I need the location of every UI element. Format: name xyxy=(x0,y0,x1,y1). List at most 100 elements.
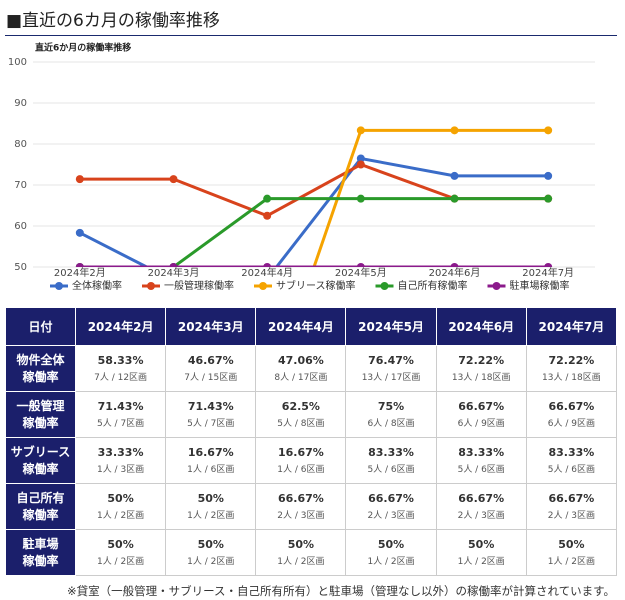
row-label: 物件全体 稼働率 xyxy=(5,345,76,392)
row-label-line: 一般管理 xyxy=(16,398,65,413)
detail: 5人 / 8区画 xyxy=(277,419,325,429)
row-label-line: 自己所有 xyxy=(16,490,65,505)
plot-area xyxy=(75,126,553,267)
table-cell: 50% 1人 / 2区画 xyxy=(165,483,257,530)
data-point xyxy=(356,126,365,135)
table-cell: 47.06% 8人 / 17区画 xyxy=(255,345,347,392)
detail: 5人 / 6区画 xyxy=(457,465,505,475)
table-cell: 83.33% 5人 / 6区画 xyxy=(345,437,437,484)
table-cell: 50% 1人 / 2区画 xyxy=(165,529,257,576)
legend-label: 駐車場稼働率 xyxy=(510,279,570,292)
divider xyxy=(5,35,617,36)
y-tick-label: 70 xyxy=(14,180,27,191)
detail: 1人 / 2区画 xyxy=(187,557,235,567)
rate: 66.67% xyxy=(368,492,414,505)
row-label-line: 稼働率 xyxy=(22,507,59,522)
rate: 66.67% xyxy=(548,492,595,505)
table-cell: 71.43% 5人 / 7区画 xyxy=(165,391,257,438)
rate: 76.47% xyxy=(368,354,414,367)
rate: 72.22% xyxy=(458,354,505,367)
data-point xyxy=(544,263,553,267)
legend-marker xyxy=(259,282,267,290)
table-row: 物件全体 稼働率 58.33% 7人 / 12区画 46.67% 7人 / 15区画 47.… xyxy=(5,345,618,392)
table-row: 自己所有 稼働率 50% 1人 / 2区画 50% 1人 / 2区画 66.67% 2人 / … xyxy=(5,483,618,530)
detail: 5人 / 7区画 xyxy=(96,419,145,429)
data-point xyxy=(263,211,272,220)
x-tick-label: 2024年4月 xyxy=(241,266,293,279)
rate: 50% xyxy=(197,538,224,551)
rate: 66.67% xyxy=(548,400,595,413)
rate: 83.33% xyxy=(458,446,505,459)
data-point xyxy=(544,126,553,135)
legend-marker xyxy=(147,282,155,290)
detail: 13人 / 18区画 xyxy=(451,373,511,383)
detail: 1人 / 3区画 xyxy=(96,465,145,475)
data-point xyxy=(450,171,459,180)
row-label: 駐車場 稼働率 xyxy=(5,529,76,576)
rate: 62.5% xyxy=(281,400,320,413)
table-cell: 72.22% 13人 / 18区画 xyxy=(525,345,618,392)
table-row: サブリース 稼働率 33.33% 1人 / 3区画 16.67% 1人 / 6区画 16.6… xyxy=(5,437,618,484)
data-point xyxy=(75,263,84,267)
rate: 50% xyxy=(107,538,134,551)
rate: 66.67% xyxy=(277,492,324,505)
chart-title: 直近6か月の稼働率推移 xyxy=(35,42,131,54)
data-point xyxy=(169,175,178,184)
detail: 1人 / 2区画 xyxy=(277,557,325,567)
detail: 13人 / 17区画 xyxy=(361,373,421,383)
row-label-line: 稼働率 xyxy=(22,553,59,568)
data-point xyxy=(450,194,459,203)
legend-label: 一般管理稼働率 xyxy=(164,279,234,292)
table-cell: 75% 6人 / 8区画 xyxy=(345,391,437,438)
month-header: 2024年3月 xyxy=(165,307,257,346)
month-header: 2024年2月 xyxy=(74,307,167,346)
rate: 75% xyxy=(377,400,405,413)
table-cell: 66.67% 6人 / 9区画 xyxy=(435,391,527,438)
row-label-line: 駐車場 xyxy=(22,536,59,551)
data-point xyxy=(75,175,84,184)
table-cell: 76.47% 13人 / 17区画 xyxy=(345,345,437,392)
data-point xyxy=(263,263,272,267)
table-cell: 66.67% 6人 / 9区画 xyxy=(525,391,618,438)
detail: 2人 / 3区画 xyxy=(457,511,505,521)
row-label-line: 稼働率 xyxy=(22,461,59,476)
rate: 83.33% xyxy=(368,446,414,459)
detail: 7人 / 15区画 xyxy=(184,373,238,383)
data-point xyxy=(450,263,459,267)
table-cell: 72.22% 13人 / 18区画 xyxy=(435,345,527,392)
table-row: 一般管理 稼働率 71.43% 5人 / 7区画 71.43% 5人 / 7区画 62.5%… xyxy=(5,391,618,438)
data-point xyxy=(263,194,272,203)
chart: 直近6か月の稼働率推移 50 60 70 80 90 100 2024年2月 2024年3月 2… xyxy=(8,42,595,292)
detail: 5人 / 6区画 xyxy=(547,465,595,475)
rate: 16.67% xyxy=(187,446,234,459)
rate: 83.33% xyxy=(548,446,595,459)
x-tick-label: 2024年2月 xyxy=(54,266,106,279)
table-cell: 16.67% 1人 / 6区画 xyxy=(255,437,347,484)
table-row: 駐車場 稼働率 50% 1人 / 2区画 50% 1人 / 2区画 50% 1人 / 2区画 5… xyxy=(5,529,618,576)
y-tick-label: 60 xyxy=(14,221,27,232)
legend-label: サブリース稼働率 xyxy=(276,279,356,292)
rate: 50% xyxy=(377,538,405,551)
detail: 6人 / 8区画 xyxy=(367,419,415,429)
data-point xyxy=(544,171,553,180)
month-header: 2024年6月 xyxy=(435,307,527,346)
legend-marker xyxy=(492,282,501,290)
detail: 1人 / 2区画 xyxy=(96,511,145,521)
rate: 50% xyxy=(107,492,134,505)
detail: 8人 / 17区画 xyxy=(274,373,328,383)
month-header: 2024年4月 xyxy=(255,307,347,346)
table-cell: 50% 1人 / 2区画 xyxy=(435,529,527,576)
detail: 6人 / 9区画 xyxy=(457,419,505,429)
x-tick-label: 2024年6月 xyxy=(429,266,481,279)
table-cell: 66.67% 2人 / 3区画 xyxy=(435,483,527,530)
rate: 71.43% xyxy=(187,400,234,413)
table-cell: 71.43% 5人 / 7区画 xyxy=(74,391,167,438)
detail: 5人 / 7区画 xyxy=(187,419,235,429)
detail: 2人 / 3区画 xyxy=(547,511,595,521)
row-label: サブリース 稼働率 xyxy=(5,437,76,484)
rate: 66.67% xyxy=(458,400,505,413)
rate: 66.67% xyxy=(458,492,505,505)
header-row: 日付 2024年2月 2024年3月 2024年4月 2024年5月 2024年6月 202… xyxy=(5,307,618,346)
data-point xyxy=(450,126,459,135)
